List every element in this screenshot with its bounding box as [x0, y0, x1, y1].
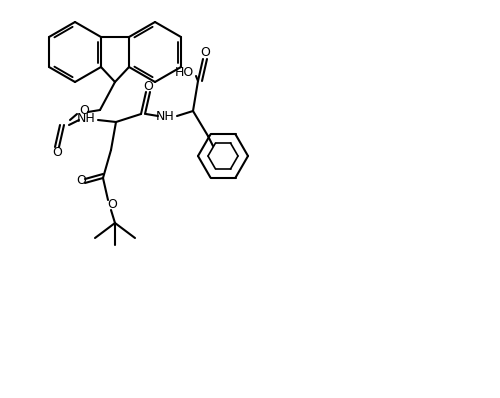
Text: O: O [79, 103, 89, 117]
Text: O: O [107, 199, 117, 211]
Text: NH: NH [156, 109, 174, 123]
Text: O: O [143, 80, 153, 92]
Text: O: O [76, 174, 86, 187]
Text: O: O [52, 146, 62, 160]
Text: O: O [200, 47, 210, 59]
Text: NH: NH [76, 111, 96, 125]
Text: HO: HO [175, 66, 194, 80]
